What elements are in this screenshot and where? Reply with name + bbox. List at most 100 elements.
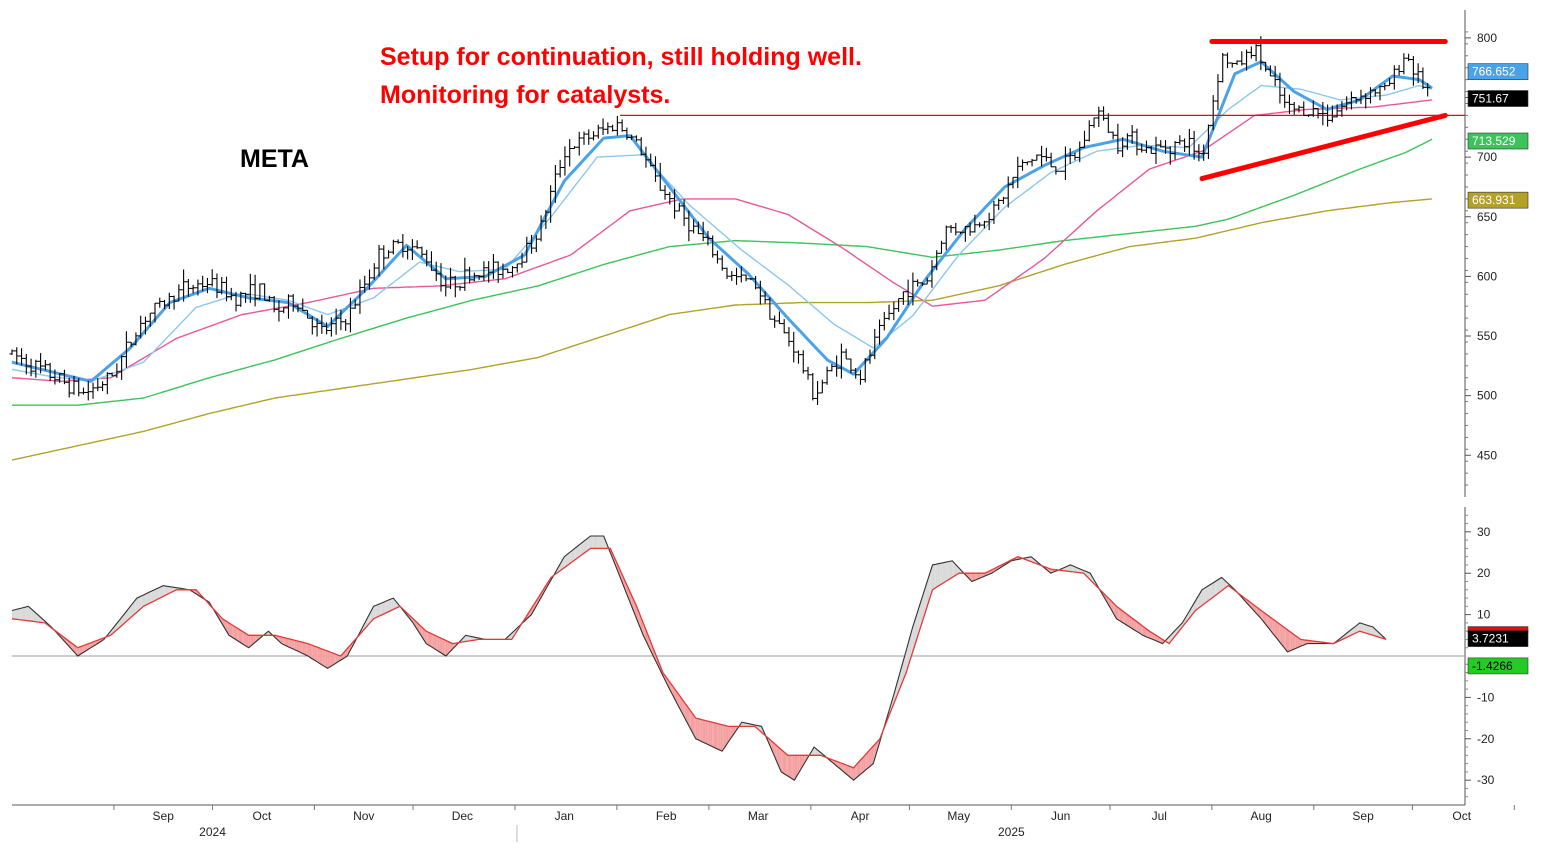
price-bar	[886, 304, 892, 321]
year-label: 2024	[199, 825, 226, 839]
osc-fill-slice	[842, 763, 844, 772]
ma-green-line	[12, 138, 1433, 406]
osc-fill-slice	[579, 543, 581, 557]
osc-fill-slice	[684, 702, 686, 721]
price-bar	[495, 261, 501, 283]
price-bar	[1401, 53, 1407, 75]
price-bar	[223, 276, 229, 302]
osc-fill-slice	[700, 719, 703, 742]
price-bar	[233, 291, 239, 312]
price-bar	[147, 312, 153, 327]
price-bar	[548, 185, 554, 223]
price-bar	[1101, 106, 1107, 121]
osc-fill-slice	[316, 646, 318, 663]
price-bar	[915, 279, 921, 287]
osc-fill-slice	[720, 724, 723, 752]
osc-fill-slice	[577, 545, 580, 558]
osc-fill-slice	[86, 644, 88, 651]
osc-fill-slice	[695, 718, 698, 740]
price-bar	[738, 266, 744, 283]
osc-fill-slice	[33, 610, 35, 622]
price-bar	[924, 277, 930, 285]
osc-fill-slice	[850, 766, 852, 779]
month-label: Jun	[1051, 809, 1070, 823]
osc-fill-slice	[575, 546, 578, 560]
price-bar	[290, 294, 296, 312]
price-bar	[652, 156, 658, 182]
price-bar	[576, 131, 582, 156]
price-bar	[219, 276, 225, 295]
osc-fill-slice	[13, 609, 16, 620]
month-label: Apr	[851, 809, 870, 823]
osc-fill-slice	[12, 610, 14, 619]
price-bar	[85, 380, 91, 401]
osc-fill-slice	[1366, 625, 1368, 634]
price-bar	[1382, 83, 1388, 91]
osc-fill-slice	[592, 536, 594, 549]
osc-fill-slice	[322, 649, 325, 667]
osc-fill-slice	[233, 626, 236, 640]
price-bar	[200, 275, 206, 292]
osc-fill-slice	[1284, 627, 1286, 650]
osc-fill-slice	[725, 725, 727, 747]
month-label: Mar	[748, 809, 769, 823]
price-bar	[309, 316, 315, 335]
osc-fill-slice	[1124, 612, 1127, 625]
osc-fill-slice	[1144, 627, 1147, 637]
price-bar	[1143, 140, 1149, 154]
osc-fill-slice	[1259, 609, 1262, 619]
price-bar	[1406, 53, 1412, 62]
osc-fill-slice	[472, 636, 474, 641]
osc-fill-slice	[922, 590, 925, 621]
osc-fill-slice	[1065, 566, 1068, 572]
osc-fill-slice	[87, 643, 90, 650]
price-bar	[643, 146, 649, 168]
last-value-ma-olive-text: 663.931	[1472, 193, 1516, 207]
osc-fill-slice	[283, 637, 285, 646]
osc-fill-slice	[906, 644, 908, 673]
osc-fill-slice	[140, 595, 142, 610]
osc-fill-slice	[375, 605, 377, 618]
osc-fill-slice	[769, 739, 772, 750]
price-bar	[977, 222, 983, 228]
price-bar	[891, 301, 897, 321]
osc-fill-slice	[299, 641, 302, 653]
osc-fill-slice	[866, 751, 869, 770]
osc-fill-slice	[148, 591, 151, 604]
price-bar	[462, 257, 468, 291]
osc-fill-slice	[422, 628, 425, 641]
osc-fill-slice	[1139, 623, 1142, 635]
price-bar	[448, 267, 454, 290]
osc-fill-slice	[1202, 588, 1204, 606]
osc-fill-slice	[1356, 624, 1359, 633]
osc-fill-slice	[136, 597, 139, 613]
osc-fill-slice	[248, 635, 251, 648]
osc-fill-slice	[317, 647, 320, 664]
price-bar	[433, 261, 439, 281]
price-bar	[1391, 65, 1397, 90]
price-bar	[605, 122, 611, 135]
osc-fill-slice	[253, 635, 256, 644]
price-bar	[1186, 128, 1192, 156]
osc-fill-slice	[337, 654, 340, 663]
price-bar	[1253, 40, 1259, 62]
price-bar	[519, 252, 525, 268]
osc-fill-slice	[25, 606, 27, 621]
osc-fill-slice	[848, 765, 851, 778]
osc-fill-slice	[585, 538, 588, 552]
osc-fill-slice	[616, 562, 619, 574]
osc-fill-slice	[301, 641, 303, 654]
osc-fill-slice	[16, 608, 19, 620]
price-bar	[795, 350, 801, 364]
price-bar	[896, 298, 902, 312]
osc-fill-slice	[929, 570, 931, 601]
osc-fill-slice	[133, 600, 136, 615]
price-bar	[524, 236, 530, 263]
osc-fill-slice	[1295, 635, 1298, 649]
osc-fill-slice	[743, 722, 746, 727]
osc-fill-slice	[865, 753, 867, 771]
price-bar	[1296, 105, 1302, 113]
osc-fill-slice	[690, 711, 693, 733]
osc-fill-slice	[1285, 628, 1288, 652]
osc-fill-slice	[1113, 603, 1115, 616]
